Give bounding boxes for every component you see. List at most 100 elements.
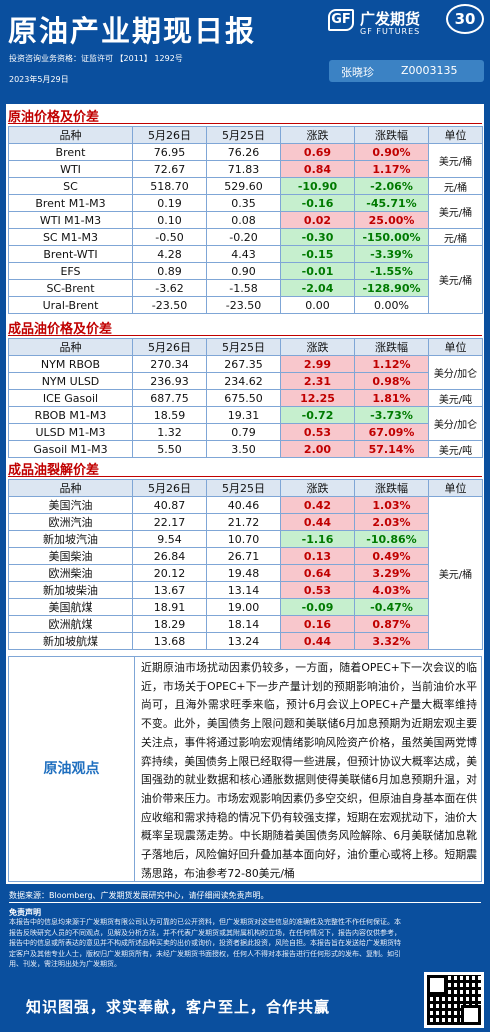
table-row: EFS 0.89 0.90 -0.01 -1.55% <box>8 262 483 280</box>
price-change-pct: 4.03% <box>354 581 429 599</box>
price-may25: 234.62 <box>206 372 281 390</box>
price-may25: -0.20 <box>206 228 281 246</box>
instrument-name: Brent <box>8 143 133 161</box>
price-may25: 267.35 <box>206 355 281 373</box>
price-change-pct: -10.86% <box>354 530 429 548</box>
instrument-name: 欧洲柴油 <box>8 564 133 582</box>
column-header: 单位 <box>428 479 483 497</box>
price-table: 品种 5月26日 5月25日 涨跌 涨跌幅 单位 Brent 76.95 76.26 0.69 0.… <box>8 126 483 314</box>
price-change-pct: 1.12% <box>354 355 429 373</box>
section-divider <box>8 476 482 477</box>
instrument-name: 美国汽油 <box>8 496 133 514</box>
logo-cn-text: 广发期货 <box>360 10 421 28</box>
price-change-pct: 25.00% <box>354 211 429 229</box>
price-may25: 0.90 <box>206 262 281 280</box>
report-title: 原油产业期现日报 <box>8 14 257 48</box>
table-row: 欧洲汽油 22.17 21.72 0.44 2.03% <box>8 513 483 531</box>
table-row: Ural-Brent -23.50 -23.50 0.00 0.00% <box>8 296 483 314</box>
price-may26: 1.32 <box>132 423 207 441</box>
section-divider <box>8 123 482 124</box>
price-may25: 0.79 <box>206 423 281 441</box>
price-change: 0.53 <box>280 581 355 599</box>
price-may26: 13.67 <box>132 581 207 599</box>
instrument-name: 新加坡汽油 <box>8 530 133 548</box>
unit-cell: 元/桶 <box>428 228 483 246</box>
table-row: 欧洲航煤 18.29 18.14 0.16 0.87% <box>8 615 483 633</box>
price-change: 2.31 <box>280 372 355 390</box>
price-change-pct: 3.32% <box>354 632 429 650</box>
column-header: 涨跌 <box>280 126 355 144</box>
price-may25: 19.48 <box>206 564 281 582</box>
table-row: 新加坡柴油 13.67 13.14 0.53 4.03% <box>8 581 483 599</box>
unit-cell: 美分/加仑 <box>428 355 483 390</box>
price-may26: -23.50 <box>132 296 207 314</box>
price-change: -0.01 <box>280 262 355 280</box>
column-header: 5月25日 <box>206 126 281 144</box>
price-change: -0.09 <box>280 598 355 616</box>
price-change-pct: 0.87% <box>354 615 429 633</box>
instrument-name: Brent M1-M3 <box>8 194 133 212</box>
column-header: 品种 <box>8 338 133 356</box>
price-change-pct: -1.55% <box>354 262 429 280</box>
view-text: 近期原油市场扰动因素仍较多，一方面，随着OPEC+下一次会议的临近，市场关于OP… <box>141 661 477 880</box>
table-row: 欧洲柴油 20.12 19.48 0.64 3.29% <box>8 564 483 582</box>
price-may26: 20.12 <box>132 564 207 582</box>
instrument-name: Gasoil M1-M3 <box>8 440 133 458</box>
column-header: 涨跌幅 <box>354 126 429 144</box>
price-change: 12.25 <box>280 389 355 407</box>
price-may25: -23.50 <box>206 296 281 314</box>
view-label: 原油观点 <box>9 657 135 881</box>
table-row: NYM RBOB 270.34 267.35 2.99 1.12% 美分/加仑 <box>8 355 483 390</box>
price-change-pct: -150.00% <box>354 228 429 246</box>
anniversary-badge: 30 <box>446 4 484 34</box>
price-may26: -3.62 <box>132 279 207 297</box>
column-header: 涨跌幅 <box>354 479 429 497</box>
price-change: 0.16 <box>280 615 355 633</box>
author-box: 张晓珍 Z0003135 <box>329 60 484 82</box>
price-change-pct: 57.14% <box>354 440 429 458</box>
column-header: 涨跌幅 <box>354 338 429 356</box>
price-may25: 13.24 <box>206 632 281 650</box>
unit-cell: 元/桶 <box>428 177 483 195</box>
price-change-pct: -3.73% <box>354 406 429 424</box>
price-change-pct: 1.03% <box>354 496 429 514</box>
price-change-pct: 0.90% <box>354 143 429 161</box>
table-row: RBOB M1-M3 18.59 19.31 -0.72 -3.73% 美分/加仑 <box>8 406 483 441</box>
instrument-name: 美国柴油 <box>8 547 133 565</box>
price-may25: 26.71 <box>206 547 281 565</box>
price-may26: 40.87 <box>132 496 207 514</box>
price-may26: 0.10 <box>132 211 207 229</box>
license-text: 投资咨询业务资格：证监许可 【2011】 1292号 <box>9 54 183 63</box>
price-change-pct: 0.00% <box>354 296 429 314</box>
logo-en-text: GF FUTURES <box>360 27 421 36</box>
price-change-pct: 3.29% <box>354 564 429 582</box>
instrument-name: ULSD M1-M3 <box>8 423 133 441</box>
price-change: 0.00 <box>280 296 355 314</box>
price-may26: 72.67 <box>132 160 207 178</box>
price-may25: 0.35 <box>206 194 281 212</box>
author-id: Z0003135 <box>401 64 458 77</box>
column-header: 涨跌 <box>280 479 355 497</box>
table-row: 美国柴油 26.84 26.71 0.13 0.49% <box>8 547 483 565</box>
instrument-name: SC-Brent <box>8 279 133 297</box>
report-date: 2023年5月29日 <box>9 75 69 84</box>
disclaimer-title: 免责声明 <box>9 908 41 917</box>
price-may26: 76.95 <box>132 143 207 161</box>
price-may25: 529.60 <box>206 177 281 195</box>
price-may26: 4.28 <box>132 245 207 263</box>
price-may25: 675.50 <box>206 389 281 407</box>
price-change-pct: 0.49% <box>354 547 429 565</box>
price-may26: 5.50 <box>132 440 207 458</box>
instrument-name: 欧洲航煤 <box>8 615 133 633</box>
price-may25: 71.83 <box>206 160 281 178</box>
price-may25: 3.50 <box>206 440 281 458</box>
unit-cell: 美元/吨 <box>428 440 483 458</box>
instrument-name: NYM ULSD <box>8 372 133 390</box>
table-header-row: 品种 5月26日 5月25日 涨跌 涨跌幅 单位 <box>8 479 483 497</box>
price-change: 0.44 <box>280 513 355 531</box>
price-may26: 236.93 <box>132 372 207 390</box>
price-change-pct: -0.47% <box>354 598 429 616</box>
price-may26: -0.50 <box>132 228 207 246</box>
price-change-pct: 0.98% <box>354 372 429 390</box>
table-row: Gasoil M1-M3 5.50 3.50 2.00 57.14% 美元/吨 <box>8 440 483 458</box>
